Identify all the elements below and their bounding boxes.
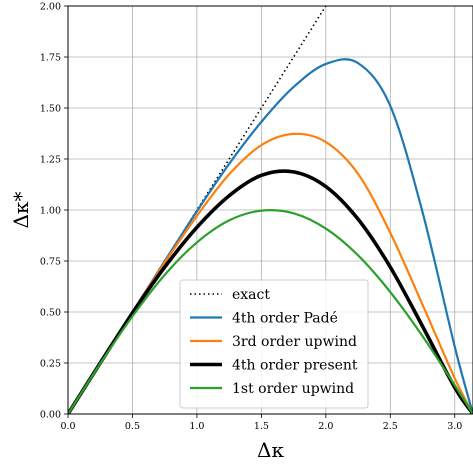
legend: exact 4th order Padé 3rd order upwind 4th o… (179, 279, 369, 409)
legend-label: exact (232, 287, 270, 303)
x-tick-label: 0.0 (60, 421, 75, 432)
series-layer (68, 6, 473, 414)
y-tick-label: 0.50 (40, 308, 61, 319)
legend-label: 3rd order upwind (232, 334, 357, 350)
y-tick-label: 0.25 (40, 359, 61, 370)
legend-label: 4th order Padé (232, 311, 338, 327)
ticks: 0.0 0.5 1.0 1.5 2.0 2.5 3.0 0.00 0.25 0.50 0.75 1.0… (40, 2, 462, 433)
y-tick-label: 1.50 (40, 104, 61, 115)
y-tick-label: 0.00 (40, 410, 61, 421)
x-tick-label: 2.0 (318, 421, 333, 432)
x-tick-label: 3.0 (447, 421, 462, 432)
y-tick-label: 1.25 (40, 155, 61, 166)
y-tick-label: 0.75 (40, 257, 61, 268)
x-tick-label: 0.5 (125, 421, 140, 432)
y-axis-label: Δκ* (9, 192, 33, 229)
series-line-4th-order-present (68, 169, 473, 414)
x-axis-label: Δκ (257, 438, 284, 462)
x-tick-label: 1.0 (189, 421, 204, 432)
series-line-1st-order-upwind (68, 209, 473, 414)
y-tick-label: 2.00 (40, 2, 61, 13)
y-tick-label: 1.00 (40, 206, 61, 217)
grid (67, 5, 473, 415)
legend-label: 1st order upwind (232, 381, 354, 397)
legend-label: 4th order present (232, 358, 358, 374)
x-tick-label: 1.5 (254, 421, 269, 432)
legend-box (179, 279, 369, 409)
x-tick-label: 2.5 (383, 421, 398, 432)
y-tick-label: 1.75 (40, 53, 61, 64)
